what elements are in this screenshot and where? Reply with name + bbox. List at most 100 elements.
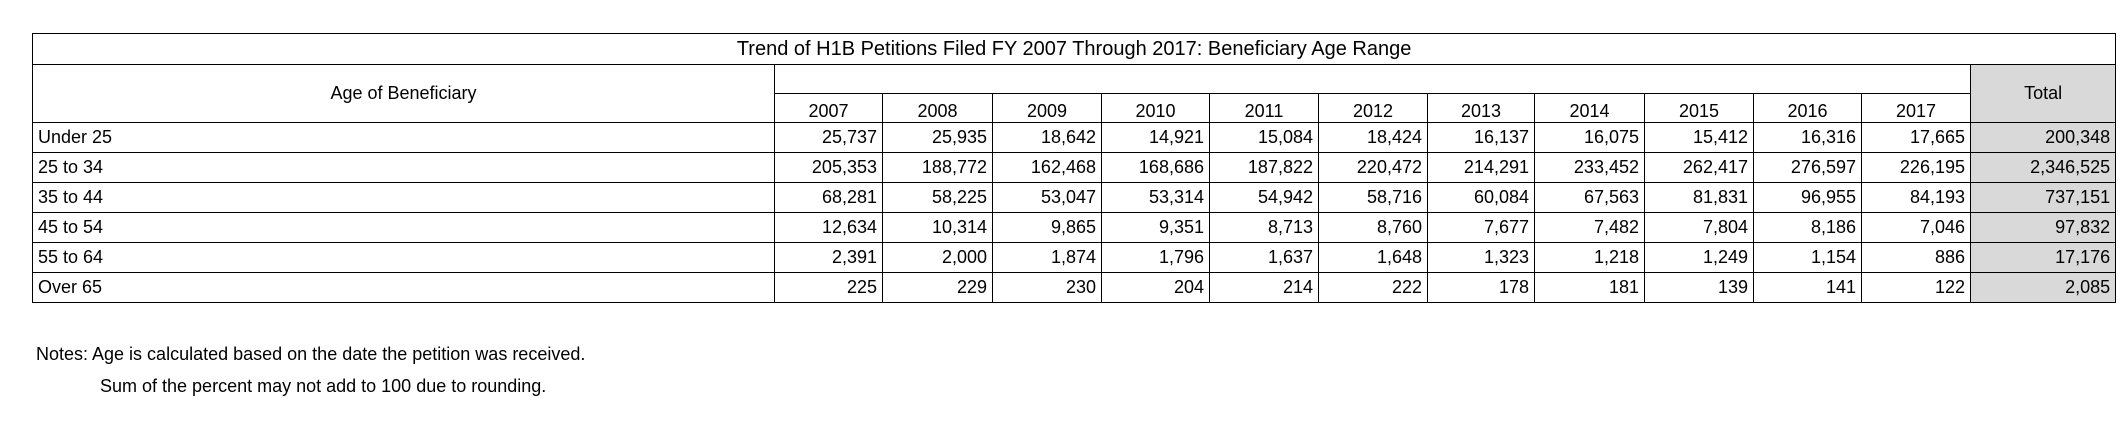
year-header-row: 2007 2008 2009 2010 2011 2012 2013 2014 2015 2016… (33, 93, 2116, 123)
petition-count-cell: 7,804 (1644, 212, 1754, 243)
header-top-row: Age of Beneficiary Total (32, 64, 2117, 123)
year-header: 2017 (1861, 93, 1971, 123)
petition-count-cell: 230 (992, 272, 1102, 303)
petition-count-cell: 229 (882, 272, 993, 303)
petition-count-cell: 12,634 (774, 212, 883, 243)
petition-count-cell: 226,195 (1861, 152, 1971, 183)
petition-count-cell: 17,665 (1861, 122, 1971, 153)
table-body: Under 25 25,737 25,935 18,642 14,921 15,084 18… (32, 122, 2117, 303)
note-line-2: Sum of the percent may not add to 100 du… (100, 376, 547, 396)
petition-count-cell: 53,047 (992, 182, 1102, 213)
petition-count-cell: 225 (774, 272, 883, 303)
petition-count-cell: 8,713 (1209, 212, 1319, 243)
age-range-label: 55 to 64 (32, 242, 775, 273)
row-total-cell: 2,085 (1969, 272, 2117, 303)
petition-count-cell: 53,314 (1101, 182, 1210, 213)
petition-count-cell: 220,472 (1318, 152, 1428, 183)
note-line-1: Notes: Age is calculated based on the da… (36, 344, 586, 364)
notes-block: Notes: Age is calculated based on the da… (36, 338, 585, 402)
year-header: 2014 (1534, 93, 1645, 123)
petition-count-cell: 1,218 (1534, 242, 1645, 273)
row-total-cell: 2,346,525 (1969, 152, 2117, 183)
row-total-cell: 200,348 (1969, 122, 2117, 153)
table-row: Over 65 225 229 230 204 214 222 178 181 139 141 122… (32, 272, 2117, 303)
petition-count-cell: 214 (1209, 272, 1319, 303)
year-header: 2010 (1101, 93, 1210, 123)
year-header: 2007 (774, 93, 883, 123)
petition-count-cell: 25,935 (882, 122, 993, 153)
petition-count-cell: 204 (1101, 272, 1210, 303)
petition-count-cell: 96,955 (1753, 182, 1862, 213)
petition-count-cell: 54,942 (1209, 182, 1319, 213)
petition-count-cell: 1,323 (1427, 242, 1535, 273)
petition-count-cell: 139 (1644, 272, 1754, 303)
petition-count-cell: 1,154 (1753, 242, 1862, 273)
petition-count-cell: 122 (1861, 272, 1971, 303)
petition-count-cell: 9,351 (1101, 212, 1210, 243)
year-group-blank-header (774, 64, 1971, 94)
petition-count-cell: 214,291 (1427, 152, 1535, 183)
petition-count-cell: 233,452 (1534, 152, 1645, 183)
age-range-label: 25 to 34 (32, 152, 775, 183)
petition-count-cell: 60,084 (1427, 182, 1535, 213)
petition-count-cell: 10,314 (882, 212, 993, 243)
petition-count-cell: 1,249 (1644, 242, 1754, 273)
petition-count-cell: 15,084 (1209, 122, 1319, 153)
petition-count-cell: 1,796 (1101, 242, 1210, 273)
petition-count-cell: 222 (1318, 272, 1428, 303)
year-header: 2009 (992, 93, 1102, 123)
petition-count-cell: 84,193 (1861, 182, 1971, 213)
table-row: 25 to 34 205,353 188,772 162,468 168,686 187,… (32, 152, 2117, 183)
petition-count-cell: 68,281 (774, 182, 883, 213)
age-column-header: Age of Beneficiary (32, 64, 775, 123)
petition-count-cell: 8,186 (1753, 212, 1862, 243)
petition-count-cell: 81,831 (1644, 182, 1754, 213)
title-row: Trend of H1B Petitions Filed FY 2007 Thr… (31, 33, 2117, 65)
petition-count-cell: 1,648 (1318, 242, 1428, 273)
petition-count-cell: 162,468 (992, 152, 1102, 183)
petition-count-cell: 8,760 (1318, 212, 1428, 243)
petition-count-cell: 7,482 (1534, 212, 1645, 243)
petition-count-cell: 181 (1534, 272, 1645, 303)
year-header: 2013 (1427, 93, 1535, 123)
table-row: 35 to 44 68,281 58,225 53,047 53,314 54,942 58… (32, 182, 2117, 213)
petition-count-cell: 18,424 (1318, 122, 1428, 153)
petition-count-cell: 9,865 (992, 212, 1102, 243)
age-range-label: 45 to 54 (32, 212, 775, 243)
year-header: 2011 (1209, 93, 1319, 123)
table-row: 55 to 64 2,391 2,000 1,874 1,796 1,637 1,648 1,… (32, 242, 2117, 273)
petition-count-cell: 262,417 (1644, 152, 1754, 183)
petition-count-cell: 18,642 (992, 122, 1102, 153)
petition-count-cell: 886 (1861, 242, 1971, 273)
row-total-cell: 97,832 (1969, 212, 2117, 243)
table-title: Trend of H1B Petitions Filed FY 2007 Thr… (31, 33, 2117, 65)
age-range-label: Under 25 (32, 122, 775, 153)
age-range-label: 35 to 44 (32, 182, 775, 213)
petition-count-cell: 187,822 (1209, 152, 1319, 183)
petition-count-cell: 14,921 (1101, 122, 1210, 153)
petition-count-cell: 15,412 (1644, 122, 1754, 153)
petition-count-cell: 16,075 (1534, 122, 1645, 153)
year-header: 2008 (882, 93, 993, 123)
petition-count-cell: 2,391 (774, 242, 883, 273)
petition-count-cell: 7,046 (1861, 212, 1971, 243)
petition-count-cell: 16,316 (1753, 122, 1862, 153)
total-column-header: Total (1969, 64, 2117, 123)
petition-count-cell: 25,737 (774, 122, 883, 153)
petition-count-cell: 1,874 (992, 242, 1102, 273)
table-row: 45 to 54 12,634 10,314 9,865 9,351 8,713 8,760… (32, 212, 2117, 243)
petition-count-cell: 1,637 (1209, 242, 1319, 273)
petition-count-cell: 58,225 (882, 182, 993, 213)
petition-count-cell: 2,000 (882, 242, 993, 273)
petition-count-cell: 67,563 (1534, 182, 1645, 213)
year-header: 2015 (1644, 93, 1754, 123)
petition-count-cell: 205,353 (774, 152, 883, 183)
petition-count-cell: 168,686 (1101, 152, 1210, 183)
h1b-age-table: Trend of H1B Petitions Filed FY 2007 Thr… (31, 33, 2117, 303)
age-range-label: Over 65 (32, 272, 775, 303)
petition-count-cell: 276,597 (1753, 152, 1862, 183)
petition-count-cell: 16,137 (1427, 122, 1535, 153)
year-header: 2012 (1318, 93, 1428, 123)
row-total-cell: 737,151 (1969, 182, 2117, 213)
petition-count-cell: 178 (1427, 272, 1535, 303)
